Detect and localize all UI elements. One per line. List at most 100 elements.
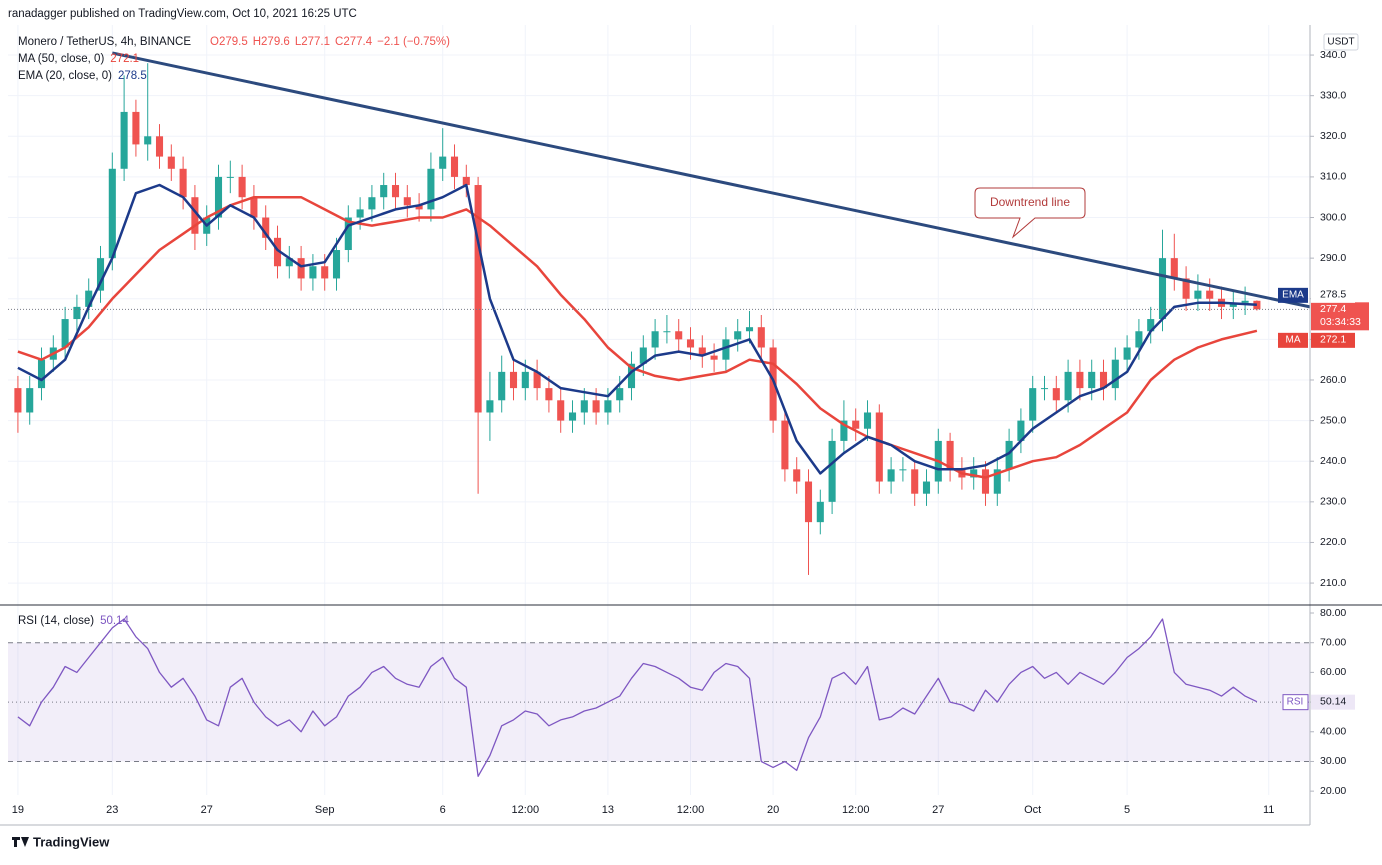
ohlc-value: C277.4: [335, 36, 373, 48]
candle-body: [592, 400, 600, 413]
x-tick-label: 19: [12, 804, 24, 816]
x-tick-label: 12:00: [512, 804, 540, 816]
y-tick-label: 230.0: [1320, 496, 1346, 508]
candle-body: [604, 400, 612, 413]
candle-body: [297, 258, 305, 279]
candle-body: [26, 388, 34, 413]
candle-body: [545, 388, 553, 401]
ohlc-value: H279.6: [253, 36, 290, 48]
candle-body: [285, 258, 293, 267]
candle-body: [734, 331, 742, 340]
candle-body: [167, 156, 175, 169]
candle-body: [580, 400, 588, 413]
candle-body: [769, 347, 777, 421]
candle-body: [686, 339, 695, 348]
candle-body: [344, 217, 352, 251]
series-tag-name: MA: [1286, 334, 1301, 345]
candle-body: [1253, 300, 1261, 310]
candle-body: [946, 440, 954, 470]
candle-body: [108, 168, 116, 259]
candle-body: [474, 185, 482, 413]
candle-body: [250, 197, 258, 218]
ma-legend: MA (50, close, 0): [18, 53, 104, 65]
candle-body: [391, 185, 400, 198]
candle-body: [403, 197, 411, 206]
candle-body: [273, 237, 282, 267]
series-tag-name: EMA: [1282, 289, 1304, 300]
candle-body: [144, 136, 152, 145]
x-tick-label: Sep: [315, 804, 335, 816]
y-tick-label: 250.0: [1320, 414, 1346, 426]
candle-body: [1064, 371, 1072, 401]
y-tick-label: 330.0: [1320, 89, 1346, 101]
x-tick-label: 23: [106, 804, 118, 816]
currency-box: [1323, 33, 1359, 51]
y-tick-label: 60.00: [1320, 666, 1346, 678]
candle-body: [816, 501, 824, 523]
candle-body: [793, 469, 801, 482]
candle-body: [627, 363, 636, 389]
candle-body: [616, 388, 624, 401]
candle-body: [332, 250, 341, 279]
candle-body: [651, 331, 659, 348]
candle-body: [1111, 359, 1119, 389]
rsi-tag-name: RSI: [1287, 696, 1304, 707]
candle-body: [887, 469, 895, 482]
candle-body: [1147, 319, 1155, 332]
candle-body: [226, 176, 234, 178]
indicator-line: [17, 183, 1257, 475]
y-tick-label: 30.00: [1320, 755, 1346, 767]
candle-body: [639, 347, 647, 364]
legend-value: 272.1: [110, 53, 139, 65]
ohlc-value: O279.5: [210, 36, 248, 48]
candle-body: [450, 156, 459, 177]
tv-logo: [12, 837, 29, 847]
series-tag-name-box: [1278, 287, 1308, 303]
rsi-legend: RSI (14, close): [18, 615, 94, 627]
series-tag-box: [1311, 332, 1355, 348]
candle-body: [722, 339, 730, 360]
rsi-tag-value: 50.14: [1320, 695, 1346, 707]
countdown: 03:34:33: [1320, 316, 1361, 328]
y-tick-label: 40.00: [1320, 726, 1346, 738]
y-tick-label: 240.0: [1320, 455, 1346, 467]
legend-value: 278.5: [118, 70, 147, 82]
rsi-tag-box: [1311, 694, 1355, 710]
published-note: ranadagger published on TradingView.com,…: [8, 8, 357, 20]
candle-body: [875, 412, 883, 482]
candle-body: [781, 420, 789, 470]
candle-body: [132, 111, 140, 145]
candle-body: [191, 197, 199, 234]
candle-body: [1135, 331, 1143, 348]
x-tick-label: 13: [602, 804, 614, 816]
candle-body: [380, 185, 388, 198]
annotation-callout: [974, 187, 1086, 239]
last-price: 277.4: [1320, 303, 1346, 315]
candle-body: [1158, 258, 1167, 320]
x-tick-label: 20: [767, 804, 779, 816]
y-tick-label: 20.00: [1320, 785, 1346, 797]
ohlc-value: −2.1 (−0.75%): [377, 36, 450, 48]
series-tag-value: 278.5: [1320, 289, 1346, 301]
candle-body: [1052, 388, 1060, 401]
candle-body: [368, 197, 376, 210]
x-tick-label: 12:00: [677, 804, 705, 816]
candle-body: [356, 209, 364, 218]
candle-body: [1005, 440, 1013, 470]
candle-body: [993, 469, 1001, 494]
candle-body: [427, 168, 435, 210]
y-tick-label: 210.0: [1320, 577, 1346, 589]
candle-body: [840, 420, 848, 441]
x-tick-label: 12:00: [842, 804, 870, 816]
ohlc-value: L277.1: [295, 36, 330, 48]
candle-body: [568, 412, 577, 421]
candle-body: [1123, 347, 1131, 360]
candle-body: [415, 205, 423, 210]
candle-body: [321, 266, 329, 279]
rsi-tag-name-box: [1282, 694, 1309, 711]
candle-body: [698, 347, 706, 356]
candle-body: [1194, 290, 1202, 299]
candle-body: [1040, 388, 1049, 390]
candle-body: [1099, 371, 1108, 389]
x-tick-label: 27: [201, 804, 213, 816]
